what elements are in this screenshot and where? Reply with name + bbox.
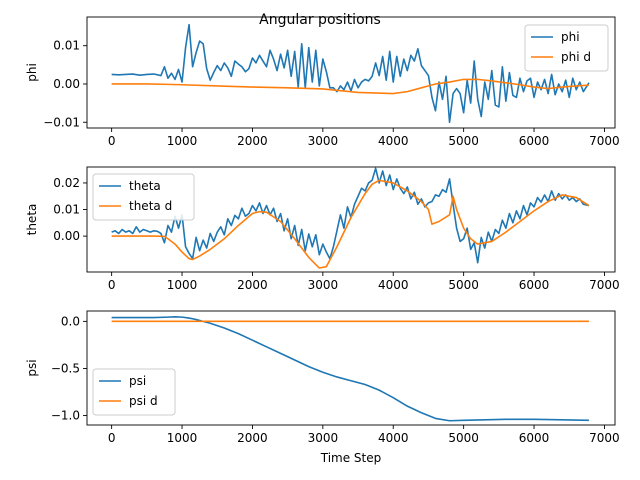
legend-entry: theta [129, 179, 161, 193]
series-line-theta [111, 167, 590, 264]
x-tick-label: 0 [108, 278, 116, 292]
x-tick-label: 5000 [448, 431, 479, 445]
x-tick-label: 3000 [308, 134, 339, 148]
x-tick-label: 4000 [378, 134, 409, 148]
x-tick-label: 7000 [589, 134, 620, 148]
x-tick-label: 2000 [237, 134, 268, 148]
x-tick-label: 2000 [237, 431, 268, 445]
y-tick-label: 0.01 [53, 39, 80, 53]
y-tick-label: 0.0 [61, 314, 80, 328]
y-tick-label: −0.01 [43, 115, 80, 129]
x-tick-label: 7000 [589, 431, 620, 445]
legend: theta theta d [92, 173, 195, 221]
y-axis-label: phi [25, 63, 39, 82]
y-tick-label: −1.0 [51, 409, 80, 423]
y-axis-label: psi [25, 359, 39, 376]
series-line-phi-d [111, 78, 589, 95]
x-tick-label: 3000 [308, 431, 339, 445]
x-tick-label: 7000 [589, 278, 620, 292]
y-tick-label: 0.02 [53, 176, 80, 190]
x-tick-label: 4000 [378, 431, 409, 445]
legend: psi psi d [92, 368, 176, 416]
legend-entry: psi d [129, 394, 158, 408]
legend-entry: theta d [129, 199, 172, 213]
y-tick-label: −0.5 [51, 361, 80, 375]
x-tick-label: 5000 [448, 134, 479, 148]
x-tick-label: 6000 [519, 134, 550, 148]
series-line-psi [111, 316, 589, 422]
y-tick-label: 0.00 [53, 229, 80, 243]
y-tick-label: 0.00 [53, 77, 80, 91]
x-tick-label: 1000 [167, 278, 198, 292]
figure-title: Angular positions [259, 12, 381, 28]
subplot-phi: 0 1000 2000 3000 4000 5000 6000 7000 −0.01 0.00 0.… [25, 16, 620, 148]
x-tick-label: 0 [108, 431, 116, 445]
subplot-theta: 0 1000 2000 3000 4000 5000 6000 7000 0.00 0.01 0.0… [25, 166, 620, 292]
x-tick-label: 0 [108, 134, 116, 148]
x-tick-label: 5000 [448, 278, 479, 292]
x-tick-label: 6000 [519, 278, 550, 292]
x-tick-label: 3000 [308, 278, 339, 292]
legend-entry: psi [129, 374, 146, 388]
legend-entry: phi [561, 30, 580, 44]
subplot-psi: 0 1000 2000 3000 4000 5000 6000 7000 −1.0 −0.5 0.0… [25, 310, 620, 445]
x-tick-label: 2000 [237, 278, 268, 292]
series-line-theta-d [111, 179, 590, 269]
legend: phi phi d [524, 24, 609, 72]
x-tick-label: 4000 [378, 278, 409, 292]
series-line-phi [111, 23, 590, 124]
axes-frame [86, 166, 616, 273]
x-axis-label: Time Step [320, 451, 382, 465]
axes-frame [86, 16, 616, 129]
axes-frame [86, 310, 616, 426]
subplots: 0 1000 2000 3000 4000 5000 6000 7000−0.010.000.… [25, 16, 620, 445]
y-axis-label: theta [25, 204, 39, 236]
x-tick-label: 1000 [167, 431, 198, 445]
x-tick-label: 1000 [167, 134, 198, 148]
y-tick-label: 0.01 [53, 203, 80, 217]
legend-entry: phi d [561, 50, 591, 64]
x-tick-label: 6000 [519, 431, 550, 445]
